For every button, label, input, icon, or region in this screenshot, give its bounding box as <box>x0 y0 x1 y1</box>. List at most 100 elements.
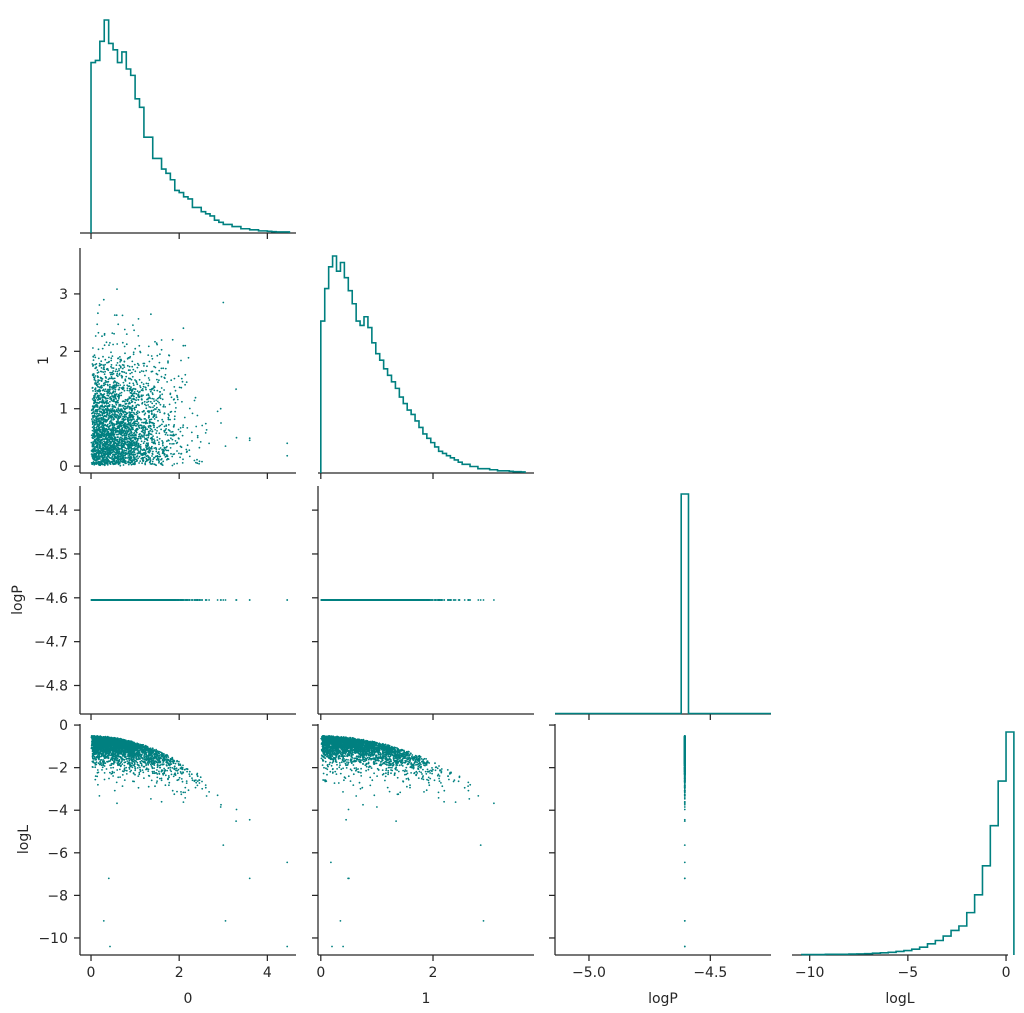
scatter-point <box>141 421 143 424</box>
scatter-point <box>143 434 146 436</box>
scatter-point <box>94 455 97 458</box>
scatter-point <box>148 416 151 418</box>
scatter-point <box>104 430 107 432</box>
scatter-point <box>120 421 122 424</box>
scatter-point <box>120 394 123 397</box>
scatter-point <box>117 426 119 429</box>
scatter-point <box>156 430 158 432</box>
scatter-point <box>166 458 168 461</box>
scatter-point <box>141 398 143 401</box>
scatter-point <box>116 433 118 436</box>
scatter-point <box>115 368 118 371</box>
scatter-point <box>102 435 105 438</box>
scatter-point <box>138 455 141 458</box>
scatter-point <box>144 426 147 428</box>
scatter-point <box>105 402 108 405</box>
scatter-point <box>171 438 174 441</box>
scatter-point <box>173 463 176 465</box>
scatter-point <box>96 458 99 461</box>
scatter-point <box>109 441 111 443</box>
scatter-point <box>105 456 108 459</box>
scatter-point <box>103 390 106 392</box>
scatter-point <box>128 411 131 414</box>
scatter-point <box>100 360 103 363</box>
scatter-point <box>140 457 143 460</box>
scatter-point <box>134 429 137 432</box>
scatter-point <box>91 408 94 411</box>
scatter-point <box>184 383 187 386</box>
scatter-point <box>98 383 100 385</box>
scatter-point <box>147 393 150 396</box>
scatter-point <box>136 455 139 457</box>
scatter-point <box>169 447 172 449</box>
scatter-point <box>115 364 118 366</box>
scatter-point <box>102 389 105 392</box>
scatter-point <box>179 427 182 429</box>
scatter-point <box>178 386 181 389</box>
y-tick-label: −4.4 <box>34 503 68 519</box>
x-tick-label: −10 <box>795 965 825 981</box>
scatter-point <box>132 384 135 386</box>
scatter-point <box>104 447 107 450</box>
scatter-point <box>131 360 134 363</box>
scatter-point <box>134 347 137 350</box>
scatter-point <box>139 443 142 446</box>
scatter-point <box>136 442 138 444</box>
scatter-point <box>125 333 128 335</box>
scatter-point <box>118 372 121 375</box>
scatter-point <box>107 446 109 448</box>
scatter-point <box>156 400 159 403</box>
scatter-point <box>163 389 166 391</box>
scatter-point <box>116 381 118 384</box>
scatter-point <box>155 416 158 419</box>
scatter-point <box>147 345 150 348</box>
scatter-point <box>98 388 101 391</box>
scatter-point <box>106 399 109 402</box>
x-tick-label: 2 <box>175 965 184 981</box>
scatter-point <box>144 374 146 377</box>
scatter-point <box>109 383 111 386</box>
scatter-point <box>135 448 137 451</box>
scatter-point <box>143 413 146 416</box>
scatter-point <box>98 443 101 446</box>
scatter-point <box>92 359 95 361</box>
scatter-point <box>142 370 145 373</box>
y-tick-label: −4.8 <box>34 679 68 695</box>
scatter-point <box>127 446 129 449</box>
scatter-point <box>91 463 94 466</box>
x-tick-label: 0 <box>316 965 325 981</box>
scatter-point <box>100 401 103 404</box>
scatter-point <box>100 417 102 420</box>
scatter-point <box>105 440 108 443</box>
scatter-point <box>126 440 129 443</box>
scatter-point <box>110 437 113 440</box>
scatter-point <box>122 456 125 459</box>
scatter-point <box>158 453 161 456</box>
scatter-point <box>193 599 196 601</box>
scatter-point <box>186 427 189 429</box>
scatter-point <box>100 461 102 464</box>
scatter-point <box>114 390 117 393</box>
scatter-point <box>138 411 141 414</box>
scatter-point <box>122 431 125 434</box>
scatter-point <box>115 314 118 317</box>
scatter-point <box>139 452 142 455</box>
scatter-point <box>99 392 102 395</box>
scatter-point <box>119 365 122 368</box>
scatter-point <box>152 435 154 437</box>
scatter-point <box>170 410 173 413</box>
scatter-point <box>155 402 158 405</box>
scatter-point <box>142 385 145 388</box>
scatter-point <box>144 462 147 465</box>
scatter-point <box>121 460 123 463</box>
scatter-point <box>164 406 167 408</box>
scatter-point <box>138 433 141 436</box>
scatter-point <box>113 377 116 380</box>
scatter-point <box>130 389 132 392</box>
scatter-point <box>155 414 157 416</box>
scatter-point <box>109 424 112 427</box>
scatter-point <box>123 328 126 331</box>
scatter-point <box>111 458 114 460</box>
scatter-point <box>136 362 139 365</box>
scatter-point <box>151 460 154 463</box>
